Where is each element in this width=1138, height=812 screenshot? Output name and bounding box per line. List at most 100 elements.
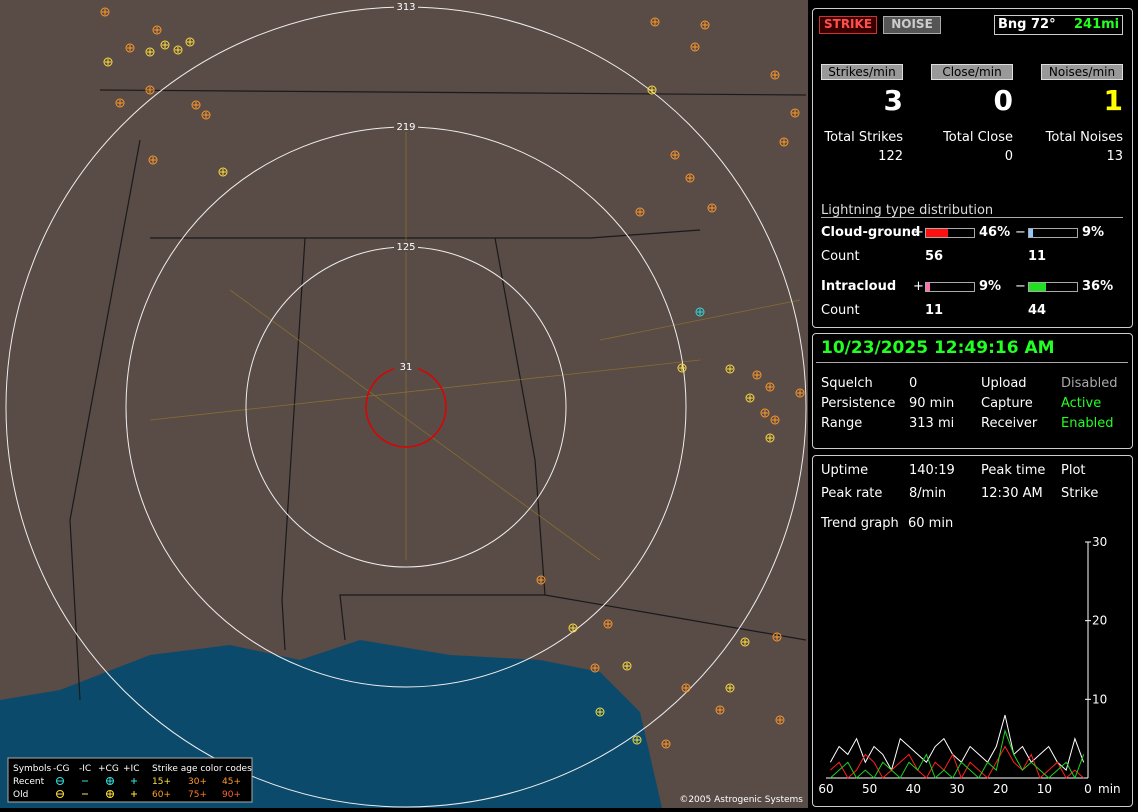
rate-button[interactable]: Strikes/min [821,64,903,80]
separator [816,362,1128,363]
strike-symbol [624,663,630,669]
strike-symbol [635,207,645,217]
strike-symbol [790,108,800,118]
strike-symbol [102,9,108,15]
strike-symbol [148,155,158,165]
type-name: Cloud-ground [821,225,921,240]
strike-symbol [770,70,780,80]
legend-age: 75+ [188,790,207,800]
legend-age: 90+ [222,790,241,800]
count-label: Count [821,249,860,264]
strike-symbol [173,45,183,55]
strike-symbol [754,372,760,378]
rate-button[interactable]: Noises/min [1041,64,1123,80]
sign: + [913,279,924,294]
rate-value: 0 [993,84,1013,117]
legend-header: -IC [79,764,91,774]
legend-row-label: Old [13,790,28,800]
strike-symbol [117,100,123,106]
strike-symbol [160,40,170,50]
legend-age: 45+ [222,777,241,787]
trend-label: Trend graph [821,516,899,531]
setting: Disabled [1061,376,1118,391]
strike-symbol [661,739,671,749]
strike-symbols [100,7,805,749]
strike-symbol [700,20,710,30]
setting: Active [1061,396,1102,411]
percent: 46% [979,225,1011,240]
strike-symbol [767,435,773,441]
strike-symbol [590,663,600,673]
count: 44 [1028,303,1047,318]
strike-symbol [649,87,655,93]
strike-symbol [570,625,576,631]
legend-symbol [131,778,137,784]
legend-header: Symbols [13,764,52,774]
strike-symbol [777,717,783,723]
strike-symbol [772,632,782,642]
strike-symbol [105,59,111,65]
setting: Persistence [821,396,896,411]
count: 56 [925,249,944,264]
bar-frame [1028,228,1078,238]
x-tick-label: 0 [1084,782,1092,796]
strike-symbol [147,87,153,93]
strike-symbol [781,139,787,145]
strike-symbol [792,110,798,116]
trend-line [829,714,1085,772]
strike-symbol [162,42,168,48]
bar [1029,229,1034,237]
strike-button[interactable]: STRIKE [819,16,877,34]
ring-label: 125 [396,242,415,253]
count-label: Count [821,303,860,318]
count: 11 [1028,249,1047,264]
strike-symbol [715,705,725,715]
strike-symbol [772,72,778,78]
strike-symbol [740,637,750,647]
strike-symbol [145,47,155,57]
distance: 241mi [1074,17,1120,32]
strike-symbol [672,152,678,158]
strike-symbol [218,167,228,177]
bar [1029,283,1047,291]
strike-symbol [152,25,162,35]
strike-symbol [597,709,603,715]
strike-symbol [536,575,546,585]
strike-symbol [681,683,691,693]
strike-symbol [203,112,209,118]
strike-symbol [795,388,805,398]
noise-button[interactable]: NOISE [883,16,941,34]
strike-symbol [702,22,708,28]
trend-line [830,729,1085,780]
strike-symbol [765,382,775,392]
strike-symbol [201,110,211,120]
setting: Squelch [821,376,873,391]
y-tick-label: 30 [1092,535,1107,549]
x-tick-label: 40 [906,782,921,796]
strike-symbol [647,85,657,95]
separator [821,217,1123,218]
sign: + [913,225,924,240]
strike-symbol [697,309,703,315]
strike-symbol [727,366,733,372]
rate-button[interactable]: Close/min [931,64,1013,80]
trend-window: 60 min [908,516,954,531]
strike-symbol [622,661,632,671]
legend-box [7,757,253,803]
strike-symbol [663,741,669,747]
setting: Capture [981,396,1033,411]
strike-symbol [760,408,770,418]
status-panel [812,8,1133,328]
strike-symbol [592,665,598,671]
strike-symbol [683,685,689,691]
legend-symbol [106,790,114,798]
x-tick-label: 30 [949,782,964,796]
legend-header: -CG [53,764,70,774]
x-tick-label: 60 [818,782,833,796]
strike-symbol [765,433,775,443]
strike-symbol [650,17,660,27]
sign: − [1015,225,1026,240]
strike-symbol [772,417,778,423]
strike-symbol [632,735,642,745]
strike-symbol [762,410,768,416]
